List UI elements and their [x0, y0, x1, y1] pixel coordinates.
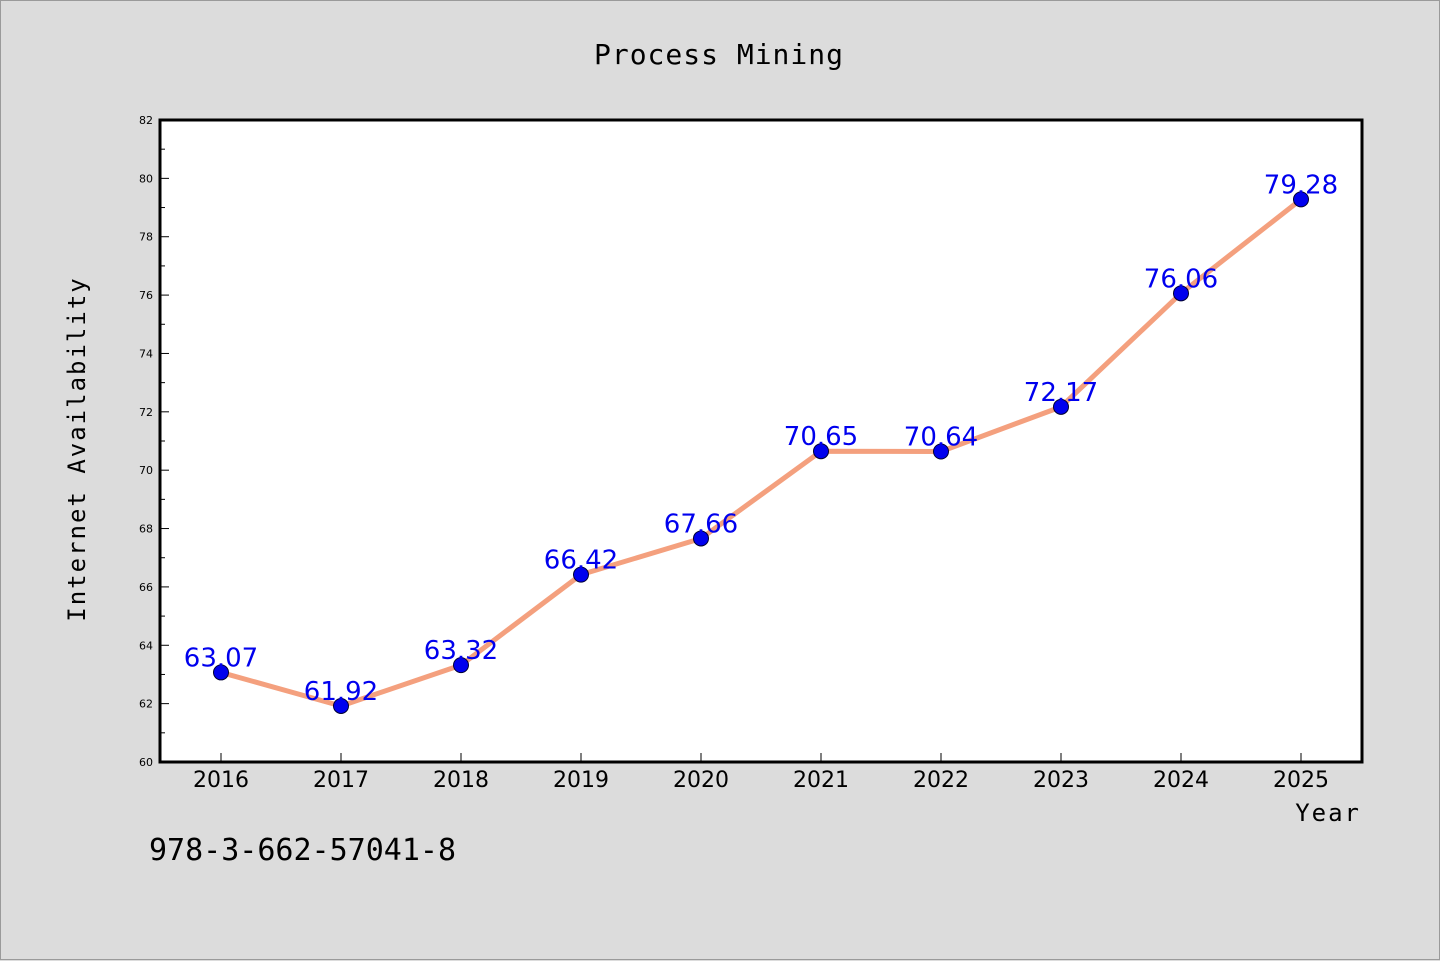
x-tick-label: 2021 — [793, 768, 849, 793]
footer-code: 978-3-662-57041-8 — [149, 833, 457, 868]
x-tick-label: 2018 — [433, 768, 489, 793]
x-tick-label: 2023 — [1033, 768, 1089, 793]
data-label: 79.28 — [1264, 170, 1338, 200]
data-series: 63.07 61.92 63.32 66.42 67.66 70.65 70.64 72.17… — [184, 170, 1338, 714]
y-tick-label: 72 — [139, 406, 153, 419]
data-point — [813, 443, 829, 460]
data-label: 70.65 — [784, 422, 858, 452]
plot-area — [158, 118, 1364, 764]
data-label: 72.17 — [1024, 378, 1098, 408]
y-tick-label: 76 — [139, 289, 153, 302]
data-label: 61.92 — [304, 677, 378, 707]
data-point — [213, 664, 229, 681]
x-tick-label: 2017 — [313, 768, 369, 793]
y-tick-label: 62 — [139, 698, 153, 711]
data-label: 66.42 — [544, 546, 618, 576]
y-tick-label: 64 — [139, 639, 153, 652]
y-tick-label: 60 — [139, 756, 153, 769]
data-label: 76.06 — [1144, 264, 1218, 294]
y-tick-label: 78 — [139, 231, 153, 244]
data-point — [1293, 191, 1309, 208]
x-tick-label: 2024 — [1153, 768, 1209, 793]
y-tick-label: 66 — [139, 581, 153, 594]
x-tick-label: 2025 — [1273, 768, 1329, 793]
data-label: 70.64 — [904, 423, 978, 453]
data-point — [1053, 398, 1069, 415]
y-tick-label: 82 — [139, 114, 153, 127]
y-tick-label: 80 — [139, 172, 153, 185]
data-point — [693, 530, 709, 547]
data-point — [573, 566, 589, 583]
y-axis: 60 62 64 66 68 70 72 74 76 78 80 82 — [139, 114, 169, 769]
chart-title: Process Mining — [594, 38, 844, 71]
x-axis-label: Year — [1295, 799, 1361, 827]
data-label: 63.07 — [184, 643, 258, 673]
data-label: 67.66 — [664, 509, 738, 539]
y-axis-label: Internet Availability — [63, 276, 91, 621]
x-tick-label: 2022 — [913, 768, 969, 793]
data-point — [453, 657, 469, 674]
y-tick-label: 68 — [139, 523, 153, 536]
data-point — [1173, 285, 1189, 302]
x-tick-label: 2020 — [673, 768, 729, 793]
x-axis: 2016 2017 2018 2019 2020 2021 2022 2023 2024 2025 — [193, 753, 1329, 793]
x-tick-label: 2019 — [553, 768, 609, 793]
y-tick-label: 70 — [139, 464, 153, 477]
data-label: 63.32 — [424, 636, 498, 666]
data-point — [333, 697, 349, 714]
x-tick-label: 2016 — [193, 768, 249, 793]
data-point — [933, 443, 949, 460]
y-tick-label: 74 — [139, 347, 153, 360]
series-line — [218, 196, 1304, 709]
